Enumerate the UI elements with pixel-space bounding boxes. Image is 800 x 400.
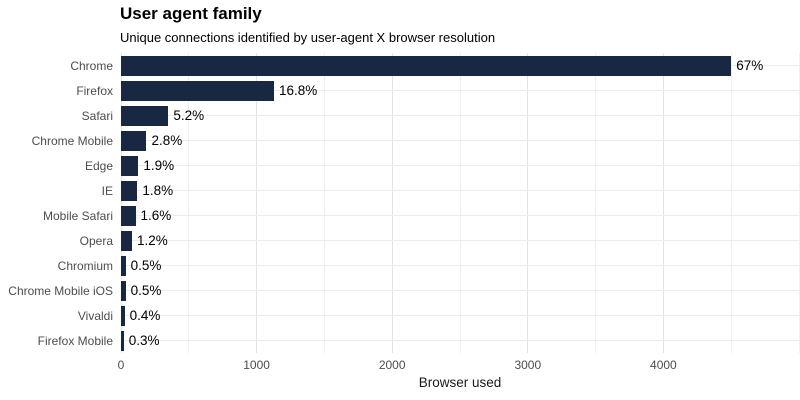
bar-firefox-mobile xyxy=(121,330,124,351)
gridline-row-opera xyxy=(121,240,799,241)
bar-value-label-chromium: 0.5% xyxy=(130,257,162,273)
gridline-row-chrome-mobile-ios xyxy=(121,290,799,291)
bar-edge xyxy=(121,155,139,176)
category-label-chromium: Chromium xyxy=(57,258,113,273)
gridline-row-firefox-mobile xyxy=(121,340,799,341)
gridline-row-chromium xyxy=(121,265,799,266)
gridline-major-4000 xyxy=(662,53,664,353)
bar-value-label-ie: 1.8% xyxy=(142,182,174,198)
gridline-minor-2500 xyxy=(459,53,461,353)
gridline-minor-3500 xyxy=(595,53,597,353)
x-axis-tick-labels: 0 1000 2000 3000 4000 xyxy=(0,358,800,374)
bar-value-label-opera: 1.2% xyxy=(136,232,168,248)
bar-value-label-safari: 5.2% xyxy=(173,107,205,123)
bar-safari xyxy=(121,105,169,126)
bar-value-label-firefox: 16.8% xyxy=(278,82,318,98)
gridline-row-chrome-mobile xyxy=(121,140,799,141)
bar-opera xyxy=(121,230,132,251)
chart-title: User agent family xyxy=(120,4,262,23)
bar-chromium xyxy=(121,255,126,276)
bar-value-label-mobile-safari: 1.6% xyxy=(140,207,172,223)
bar-value-label-vivaldi: 0.4% xyxy=(129,307,161,323)
bar-mobile-safari xyxy=(121,205,136,226)
plot-panel: 67% 16.8% 5.2% 2.8% 1.9% 1.8% 1.6% 1.2% 0.5% 0.5%… xyxy=(120,53,800,353)
x-tick-label-2000: 2000 xyxy=(378,358,406,372)
x-tick-label-0: 0 xyxy=(117,358,125,372)
x-axis-title: Browser used xyxy=(418,375,502,390)
bar-value-label-firefox-mobile: 0.3% xyxy=(128,332,160,348)
gridline-minor-4500 xyxy=(730,53,732,353)
gridline-major-3000 xyxy=(527,53,529,353)
gridline-row-edge xyxy=(121,165,799,166)
category-label-chrome-mobile-ios: Chrome Mobile iOS xyxy=(8,283,113,298)
bar-value-label-chrome-mobile-ios: 0.5% xyxy=(130,282,162,298)
gridline-row-safari xyxy=(121,115,799,116)
chart-subtitle: Unique connections identified by user-ag… xyxy=(120,30,496,45)
gridline-minor-500 xyxy=(188,53,190,353)
gridline-row-ie xyxy=(121,190,799,191)
gridline-minor-5000 xyxy=(798,53,800,353)
gridline-row-firefox xyxy=(121,90,799,91)
category-label-chrome-mobile: Chrome Mobile xyxy=(31,133,113,148)
category-label-firefox-mobile: Firefox Mobile xyxy=(37,333,113,348)
bar-chrome-mobile-ios xyxy=(121,280,126,301)
category-label-safari: Safari xyxy=(81,108,113,123)
bar-value-label-edge: 1.9% xyxy=(143,157,175,173)
bar-chrome-mobile xyxy=(121,130,147,151)
category-label-opera: Opera xyxy=(79,233,113,248)
category-label-ie: IE xyxy=(101,183,113,198)
bar-ie xyxy=(121,180,138,201)
x-tick-label-4000: 4000 xyxy=(650,358,677,372)
bar-value-label-chrome: 67% xyxy=(736,57,764,73)
y-axis-labels: Chrome Firefox Safari Chrome Mobile Edge IE Mo… xyxy=(0,53,113,353)
category-label-chrome: Chrome xyxy=(70,58,113,73)
category-label-vivaldi: Vivaldi xyxy=(77,308,113,323)
gridline-row-mobile-safari xyxy=(121,215,799,216)
bar-chrome xyxy=(121,55,732,76)
category-label-firefox: Firefox xyxy=(76,83,113,98)
gridline-minor-1500 xyxy=(323,53,325,353)
gridline-row-vivaldi xyxy=(121,315,799,316)
bar-vivaldi xyxy=(121,305,125,326)
gridline-major-1000 xyxy=(256,53,258,353)
x-tick-label-1000: 1000 xyxy=(243,358,270,372)
gridline-major-2000 xyxy=(391,53,393,353)
gridline-major-0 xyxy=(120,53,122,353)
x-tick-label-3000: 3000 xyxy=(514,358,542,372)
category-label-mobile-safari: Mobile Safari xyxy=(42,208,113,223)
category-label-edge: Edge xyxy=(84,158,113,173)
bar-value-label-chrome-mobile: 2.8% xyxy=(151,132,183,148)
bar-firefox xyxy=(121,80,274,101)
